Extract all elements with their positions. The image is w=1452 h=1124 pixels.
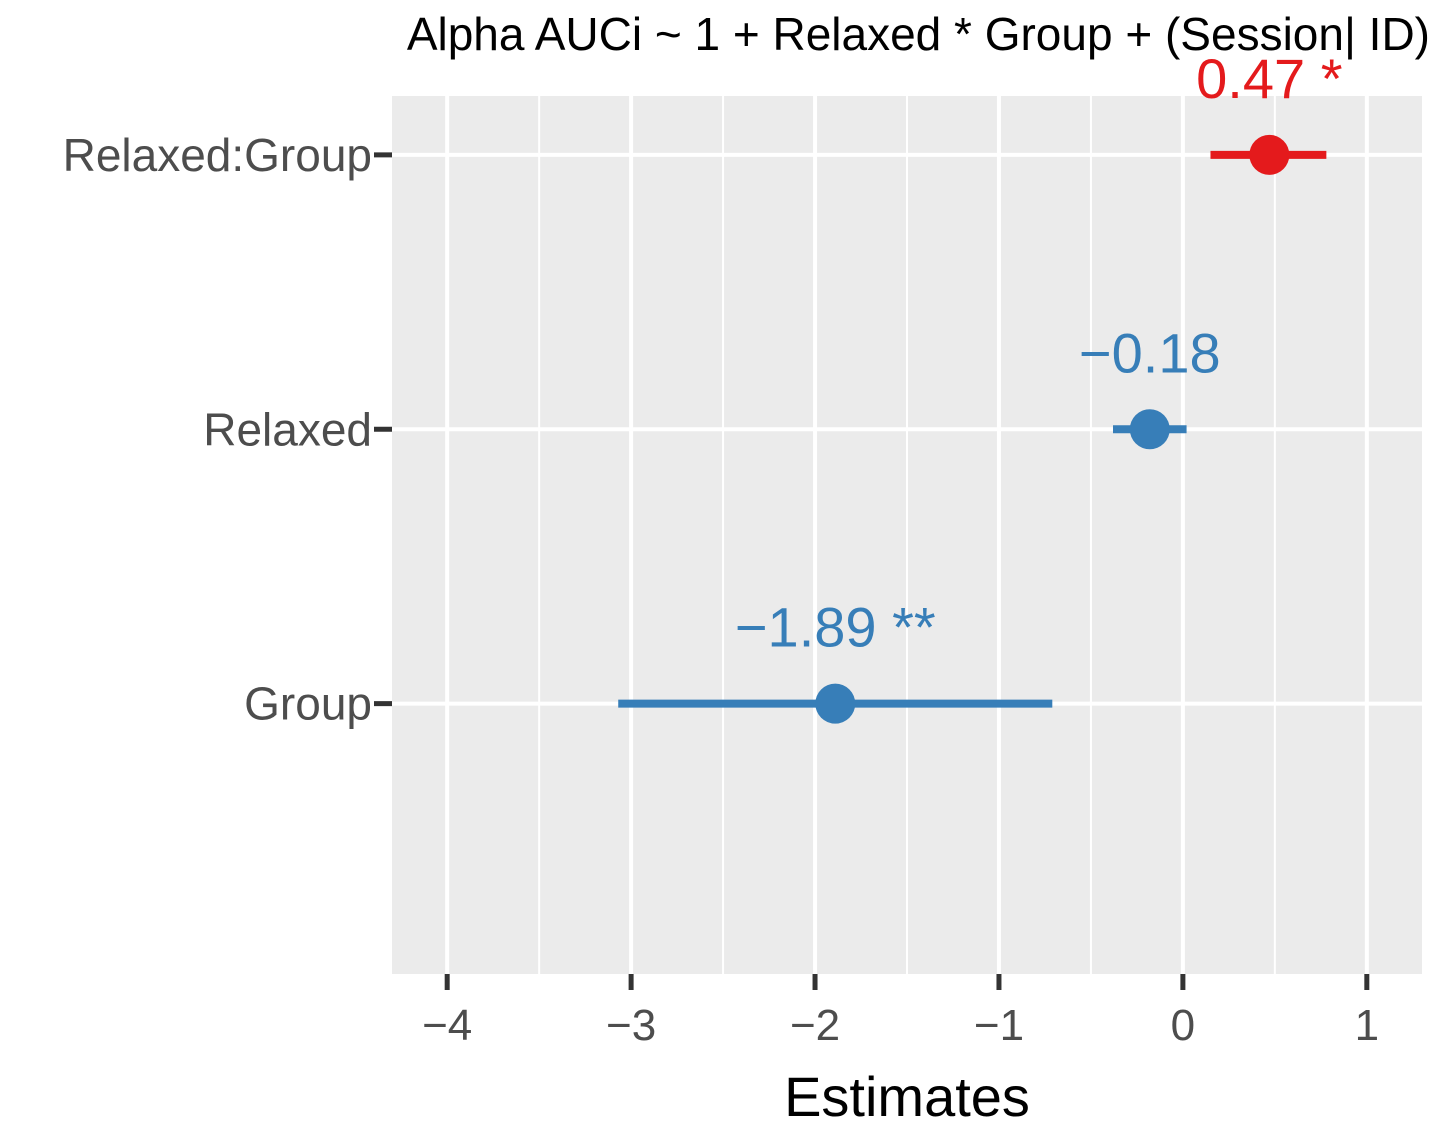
estimate-point	[1129, 409, 1170, 450]
grid-minor	[538, 96, 1276, 974]
x-tick-label: 1	[1355, 1001, 1379, 1050]
x-tick-label: −2	[790, 1001, 840, 1050]
estimate-point	[1249, 134, 1290, 175]
y-axis: Relaxed:Group Relaxed Group	[63, 129, 392, 730]
estimate-label: −1.89 **	[735, 596, 936, 659]
x-tick-label: −3	[606, 1001, 656, 1050]
chart-title: Alpha AUCi ~ 1 + Relaxed * Group + (Sess…	[407, 8, 1430, 60]
estimate-label: −0.18	[1079, 321, 1221, 384]
x-tick-label: 0	[1171, 1001, 1195, 1050]
term-label: Group	[244, 678, 372, 730]
x-axis-title: Estimates	[784, 1065, 1030, 1124]
estimate-marks: 0.47 * −0.18 −1.89 **	[618, 47, 1343, 724]
x-tick-label: −1	[974, 1001, 1024, 1050]
term-label: Relaxed:Group	[63, 129, 372, 181]
grid-major	[392, 96, 1422, 974]
term-label: Relaxed	[203, 403, 372, 455]
x-tick-label: −4	[422, 1001, 472, 1050]
x-axis: −4 −3 −2 −1 0 1	[422, 974, 1379, 1050]
estimate-label: 0.47 *	[1196, 47, 1342, 110]
estimate-point	[815, 683, 856, 724]
